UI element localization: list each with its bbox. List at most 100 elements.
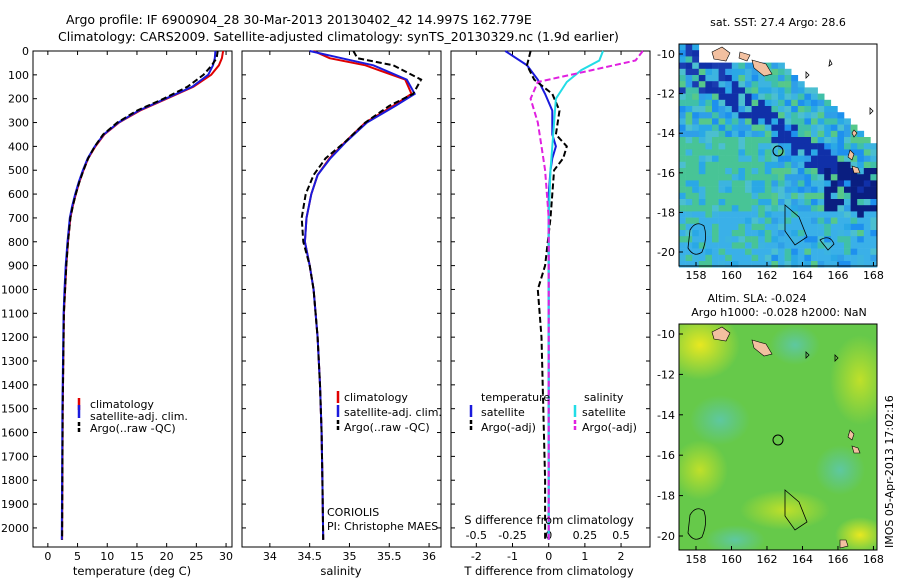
sst-cell: [692, 50, 700, 57]
t-difference-axis-ticks: -2 -1 0 1 2: [451, 50, 650, 563]
sst-cell: [850, 254, 858, 262]
sla-latitude-ticks: -10 -12 -14 -16 -18 -20: [657, 328, 683, 543]
sst-cell: [837, 180, 845, 187]
sst-cell: [712, 168, 719, 175]
sst-cell: [705, 75, 713, 82]
sst-cell: [685, 217, 693, 225]
sst-cell: [718, 230, 726, 237]
sst-cell: [679, 118, 686, 125]
sst-cell: [844, 254, 851, 262]
sst-cell: [764, 199, 772, 206]
y-tick-label: 1800: [1, 474, 29, 487]
sst-cell: [751, 137, 759, 144]
sst-cell: [791, 161, 799, 169]
sst-cell: [738, 168, 746, 175]
sst-cell: [857, 205, 865, 212]
sst-cell: [844, 217, 851, 225]
sst-cell: [811, 248, 818, 256]
sst-cell: [778, 248, 785, 256]
island-shape: [751, 59, 773, 77]
legend-label-s-satellite: satellite: [582, 406, 626, 419]
sst-cell: [791, 112, 799, 119]
sst-cell: [718, 199, 726, 206]
sst-cell: [738, 254, 746, 262]
sst-grid-cells: [679, 44, 878, 268]
sst-cell: [698, 223, 706, 231]
sst-cell: [698, 254, 706, 262]
sst-cell: [751, 230, 759, 237]
sst-cell: [811, 242, 818, 249]
sst-cell: [705, 137, 713, 144]
sst-cell: [758, 248, 766, 256]
sst-cell: [804, 236, 812, 243]
sst-cell: [718, 112, 726, 119]
x-tick-label: 20: [160, 550, 174, 563]
pi-annotation: PI: Christophe MAES: [327, 520, 438, 533]
sst-cell: [758, 149, 766, 156]
sst-cell: [771, 174, 779, 181]
sst-cell: [824, 217, 832, 225]
sst-cell: [705, 174, 713, 181]
sst-cell: [817, 248, 825, 256]
sla-map-title-line1: Altim. SLA: -0.024: [707, 292, 806, 305]
sst-cell: [764, 143, 772, 150]
sst-cell: [850, 143, 858, 150]
sst-cell: [685, 99, 693, 107]
sst-cell: [817, 149, 825, 156]
sst-cell: [738, 75, 746, 82]
sst-cell: [705, 112, 713, 119]
sst-cell: [751, 174, 759, 181]
sst-cell: [718, 62, 726, 70]
sst-cell: [679, 217, 686, 225]
sst-cell: [705, 124, 713, 132]
sst-cell: [764, 205, 772, 212]
sst-cell: [718, 192, 726, 200]
sst-cell: [692, 87, 700, 94]
sst-cell: [811, 261, 818, 268]
coastline-path: [805, 351, 810, 359]
sst-cell: [751, 99, 759, 107]
sst-cell: [784, 93, 792, 101]
sst-cell: [830, 124, 838, 132]
sst-cell: [817, 130, 825, 138]
sst-cell: [844, 168, 851, 175]
sst-cell: [751, 180, 759, 187]
sst-cell: [758, 174, 766, 181]
sst-cell: [830, 223, 838, 231]
sst-cell: [857, 174, 865, 181]
sst-cell: [718, 143, 726, 150]
sst-cell: [725, 130, 733, 138]
sst-cell: [758, 75, 766, 82]
map-x-tick-label: 158: [686, 553, 707, 566]
sst-cell: [725, 106, 733, 113]
sst-cell: [751, 130, 759, 138]
sst-cell: [738, 211, 746, 218]
sst-cell: [725, 223, 733, 231]
sst-cell: [725, 68, 733, 76]
coastline-path: [869, 107, 874, 115]
sst-cell: [804, 137, 812, 144]
x-tick-label: 30: [219, 550, 233, 563]
sst-cell: [824, 155, 832, 163]
sst-cell: [692, 155, 700, 163]
sst-cell: [811, 186, 818, 194]
header-line1: Argo profile: IF 6900904_28 30-Mar-2013 …: [66, 12, 532, 27]
sst-cell: [692, 99, 700, 107]
map-x-tick-label: 160: [721, 269, 742, 282]
sst-cell: [771, 118, 779, 125]
sst-cell: [764, 106, 772, 113]
sst-cell: [863, 205, 871, 212]
sst-cell: [764, 248, 772, 256]
y-tick-label: 1600: [1, 427, 29, 440]
temperature-plot-frame: [32, 50, 233, 548]
sst-cell: [804, 217, 812, 225]
sst-cell: [778, 211, 785, 218]
sst-cell: [731, 168, 739, 175]
x-tick-label: 1: [581, 550, 588, 563]
argo-position-marker: [772, 145, 784, 157]
sst-cell: [718, 168, 726, 175]
sst-cell: [712, 192, 719, 200]
sst-cell: [771, 155, 779, 163]
sst-cell: [712, 230, 719, 237]
sst-cell: [771, 223, 779, 231]
